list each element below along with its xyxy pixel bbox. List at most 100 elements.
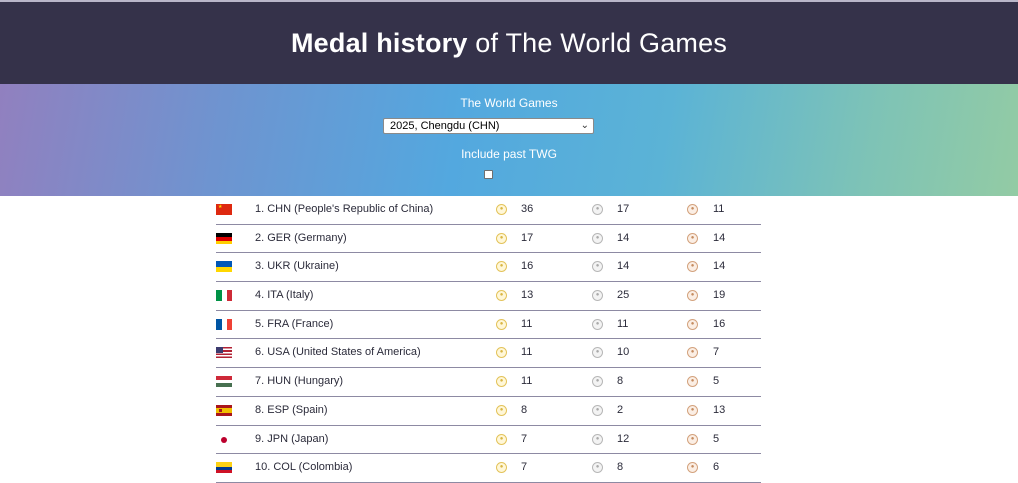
silver-count: 10 — [617, 346, 630, 359]
page-title-rest: of The World Games — [467, 27, 728, 58]
country-name: 2. GER (Germany) — [255, 231, 347, 244]
bronze-medal-icon: ● — [687, 376, 698, 388]
table-row: 8. ESP (Spain) ● 8 ● 2 ● 13 — [216, 397, 761, 426]
games-select-value: 2025, Chengdu (CHN) — [390, 120, 500, 132]
gold-count: 13 — [521, 289, 534, 302]
table-row: 9. JPN (Japan) ● 7 ● 12 ● 5 — [216, 426, 761, 455]
include-past-checkbox[interactable] — [484, 170, 493, 179]
flag-icon-usa — [216, 347, 232, 359]
medal-table: ★ 1. CHN (People's Republic of China) ● 36 ●… — [216, 196, 761, 483]
gold-count: 16 — [521, 260, 534, 273]
gold-count: 11 — [521, 375, 533, 388]
silver-medal-icon: ● — [592, 290, 603, 302]
bronze-count: 13 — [713, 403, 726, 416]
flag-icon-ger — [216, 232, 232, 244]
gold-medal-icon: ● — [496, 261, 507, 273]
gold-count: 8 — [521, 403, 528, 416]
flag-icon-fra — [216, 318, 232, 330]
gold-count: 36 — [521, 203, 534, 215]
gold-count: 11 — [521, 317, 533, 330]
silver-count: 17 — [617, 203, 630, 215]
silver-count: 12 — [617, 432, 630, 445]
bronze-count: 5 — [713, 375, 720, 388]
bronze-medal-icon: ● — [687, 462, 698, 474]
gold-medal-icon: ● — [496, 204, 507, 215]
top-border — [0, 0, 1018, 2]
country-name: 3. UKR (Ukraine) — [255, 260, 339, 273]
silver-count: 25 — [617, 289, 630, 302]
gold-count: 7 — [521, 461, 528, 474]
flag-icon-esp — [216, 404, 232, 416]
silver-count: 8 — [617, 375, 624, 388]
country-name: 6. USA (United States of America) — [255, 346, 421, 359]
page-title-bold: Medal history — [290, 27, 468, 58]
bronze-medal-icon: ● — [687, 290, 698, 302]
silver-medal-icon: ● — [592, 261, 603, 273]
table-row: 4. ITA (Italy) ● 13 ● 25 ● 19 — [216, 282, 761, 311]
table-row: 3. UKR (Ukraine) ● 16 ● 14 ● 14 — [216, 253, 761, 283]
silver-medal-icon: ● — [592, 232, 603, 244]
bronze-count: 7 — [713, 346, 720, 359]
chevron-down-icon: ⌄ — [580, 120, 589, 131]
bronze-medal-icon: ● — [687, 232, 698, 244]
country-name: 1. CHN (People's Republic of China) — [255, 203, 434, 215]
silver-medal-icon: ● — [592, 347, 603, 359]
table-row: ★ 1. CHN (People's Republic of China) ● 36 ●… — [216, 196, 761, 225]
gold-medal-icon: ● — [496, 433, 507, 445]
silver-medal-icon: ● — [592, 433, 603, 445]
bronze-count: 14 — [713, 260, 726, 273]
flag-icon-hun — [216, 376, 232, 388]
table-row: 5. FRA (France) ● 11 ● 11 ● 16 — [216, 311, 761, 340]
bronze-count: 14 — [713, 231, 726, 244]
bronze-count: 6 — [713, 461, 720, 474]
bronze-count: 16 — [713, 317, 726, 330]
silver-count: 14 — [617, 231, 630, 244]
gold-medal-icon: ● — [496, 376, 507, 388]
table-row: 6. USA (United States of America) ● 11 ● 10 ●… — [216, 339, 761, 369]
bronze-medal-icon: ● — [687, 404, 698, 416]
gold-medal-icon: ● — [496, 462, 507, 474]
page-title: Medal history of The World Games — [291, 28, 727, 59]
flag-icon-col — [216, 462, 232, 474]
bronze-count: 5 — [713, 432, 720, 445]
bronze-medal-icon: ● — [687, 318, 698, 330]
silver-medal-icon: ● — [592, 404, 603, 416]
gold-medal-icon: ● — [496, 347, 507, 359]
silver-medal-icon: ● — [592, 462, 603, 474]
gold-medal-icon: ● — [496, 232, 507, 244]
bronze-medal-icon: ● — [687, 347, 698, 359]
include-past-label: Include past TWG — [461, 147, 557, 161]
silver-medal-icon: ● — [592, 376, 603, 388]
bronze-count: 19 — [713, 289, 726, 302]
gold-count: 17 — [521, 231, 534, 244]
silver-medal-icon: ● — [592, 318, 603, 330]
table-row: 2. GER (Germany) ● 17 ● 14 ● 14 — [216, 225, 761, 254]
bronze-medal-icon: ● — [687, 433, 698, 445]
country-name: 7. HUN (Hungary) — [255, 375, 344, 388]
flag-icon-ukr — [216, 261, 232, 273]
page-header: Medal history of The World Games — [0, 2, 1018, 84]
silver-count: 11 — [617, 317, 629, 330]
silver-count: 14 — [617, 260, 630, 273]
bronze-count: 11 — [713, 203, 725, 215]
country-name: 8. ESP (Spain) — [255, 403, 328, 416]
gold-count: 11 — [521, 346, 533, 359]
flag-icon-jpn — [216, 433, 232, 445]
country-name: 5. FRA (France) — [255, 317, 334, 330]
flag-icon-ita — [216, 290, 232, 302]
bronze-medal-icon: ● — [687, 261, 698, 273]
bronze-medal-icon: ● — [687, 204, 698, 215]
gold-count: 7 — [521, 432, 528, 445]
table-row: 10. COL (Colombia) ● 7 ● 8 ● 6 — [216, 454, 761, 483]
games-label: The World Games — [460, 96, 558, 110]
silver-count: 2 — [617, 403, 624, 416]
silver-count: 8 — [617, 461, 624, 474]
gold-medal-icon: ● — [496, 318, 507, 330]
gold-medal-icon: ● — [496, 404, 507, 416]
country-name: 10. COL (Colombia) — [255, 461, 353, 474]
games-select[interactable]: 2025, Chengdu (CHN) ⌄ — [383, 118, 594, 134]
flag-icon-chn: ★ — [216, 204, 232, 215]
filter-panel: The World Games 2025, Chengdu (CHN) ⌄ In… — [0, 84, 1018, 196]
silver-medal-icon: ● — [592, 204, 603, 215]
gold-medal-icon: ● — [496, 290, 507, 302]
